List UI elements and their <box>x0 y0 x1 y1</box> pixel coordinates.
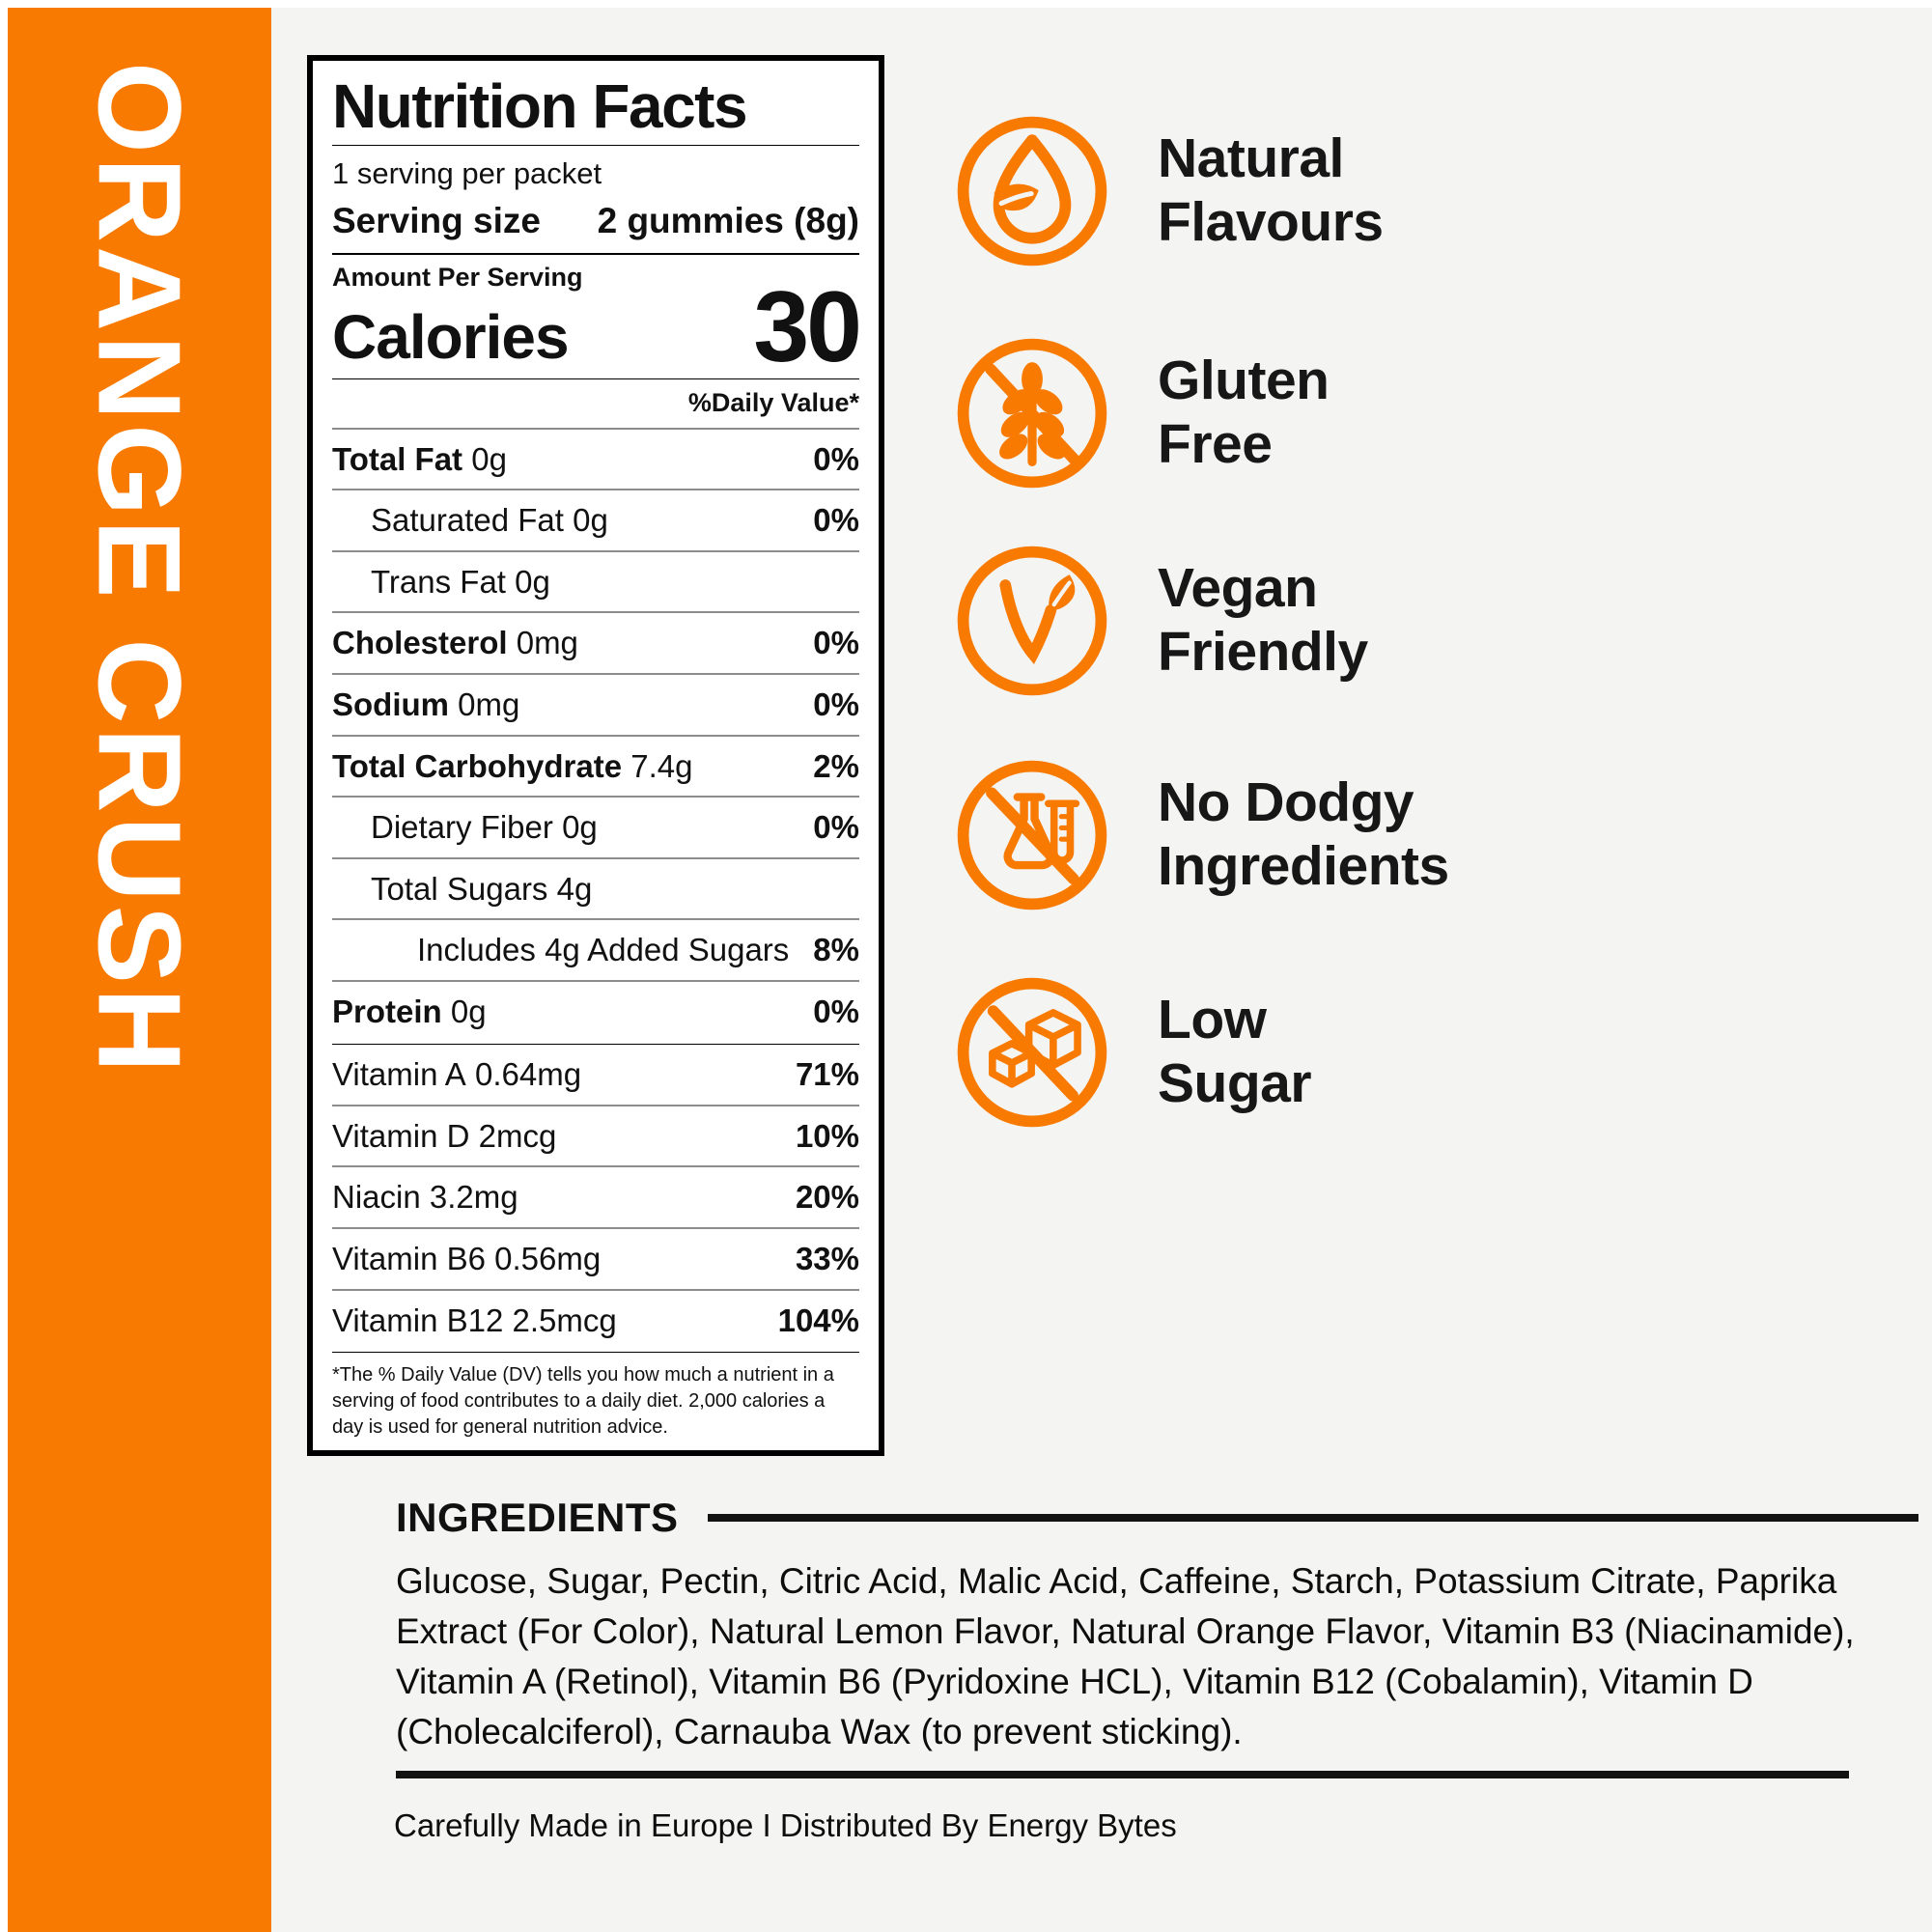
calories-value: 30 <box>753 270 862 383</box>
nutrition-facts-panel: Nutrition Facts 1 serving per packet Ser… <box>307 55 884 1456</box>
vitamin-row-b12: Vitamin B12 2.5mcg 104% <box>332 1288 859 1351</box>
nutrient-row-cholesterol: Cholesterol 0mg 0% <box>332 611 859 673</box>
serving-size-label: Serving size <box>332 200 541 240</box>
serving-size-value: 2 gummies (8g) <box>597 200 859 240</box>
serving-size-row: Serving size 2 gummies (8g) <box>332 201 859 241</box>
ingredients-heading: INGREDIENTS <box>396 1495 679 1540</box>
daily-value-pct: 0% <box>813 809 859 846</box>
ingredients-list: Glucose, Sugar, Pectin, Citric Acid, Mal… <box>396 1561 1855 1752</box>
daily-value-pct: 0% <box>813 502 859 539</box>
daily-value-pct: 71% <box>795 1056 859 1093</box>
ingredients-heading-rule <box>707 1514 1918 1522</box>
footer-divider <box>396 1771 1849 1778</box>
daily-value-pct: 20% <box>795 1179 859 1216</box>
daily-value-pct: 10% <box>795 1117 859 1154</box>
nutrient-row-total-fat: Total Fat 0g 0% <box>332 427 859 490</box>
daily-value-pct: 0% <box>813 440 859 477</box>
nutrition-facts-title: Nutrition Facts <box>332 71 748 141</box>
nutrient-row-trans-fat: Trans Fat 0g <box>332 549 859 612</box>
nutrient-row-dietary-fiber: Dietary Fiber 0g 0% <box>332 796 859 857</box>
thick-divider <box>332 252 859 255</box>
amount-per-serving-label: Amount Per Serving <box>332 262 583 292</box>
daily-value-pct: 33% <box>795 1240 859 1276</box>
daily-value-pct: 8% <box>813 932 859 968</box>
flavour-title: ORANGE CRUSH <box>73 62 206 1078</box>
daily-value-pct: 104% <box>777 1302 859 1338</box>
manufacturer-line: Carefully Made in Europe I Distributed B… <box>394 1807 1177 1843</box>
title-divider <box>332 145 859 146</box>
ingredients-section: INGREDIENTS Glucose, Sugar, Pectin, Citr… <box>396 1495 1918 1758</box>
feature-label: No Dodgy Ingredients <box>1158 771 1449 897</box>
feature-no-dodgy-ingredients: No Dodgy Ingredients <box>951 753 1449 917</box>
thick-divider <box>332 1043 859 1046</box>
vitamin-row-a: Vitamin A 0.64mg 71% <box>332 1056 859 1093</box>
medium-divider <box>332 378 859 379</box>
feature-vegan-friendly: Vegan Friendly <box>951 539 1368 703</box>
no-wheat-icon <box>957 338 1107 489</box>
end-divider <box>332 1352 859 1353</box>
feature-label: Low Sugar <box>1158 989 1312 1114</box>
feature-natural-flavours: Natural Flavours <box>951 109 1384 273</box>
daily-value-pct: 0% <box>813 994 859 1030</box>
vitamin-row-niacin: Niacin 3.2mg 20% <box>332 1165 859 1227</box>
nutrient-row-saturated-fat: Saturated Fat 0g 0% <box>332 489 859 550</box>
daily-value-pct: 2% <box>813 747 859 784</box>
daily-value-pct: 0% <box>813 625 859 661</box>
vitamin-row-d: Vitamin D 2mcg 10% <box>332 1104 859 1166</box>
servings-per-packet: 1 serving per packet <box>332 155 602 190</box>
calories-row: Calories 30 <box>332 270 862 383</box>
feature-label: Natural Flavours <box>1158 127 1384 253</box>
no-chemicals-icon <box>957 760 1107 910</box>
feature-label: Gluten Free <box>1158 350 1330 475</box>
daily-value-pct: 0% <box>813 686 859 723</box>
feature-low-sugar: Low Sugar <box>951 970 1312 1134</box>
nutrient-row-sodium: Sodium 0mg 0% <box>332 673 859 735</box>
calories-label: Calories <box>332 301 570 372</box>
nutrient-row-total-sugars: Total Sugars 4g <box>332 856 859 919</box>
leaf-droplet-icon <box>957 116 1107 266</box>
vegan-leaf-icon <box>957 546 1107 696</box>
nutrient-row-protein: Protein 0g 0% <box>332 980 859 1042</box>
vitamin-row-b6: Vitamin B6 0.56mg 33% <box>332 1226 859 1289</box>
daily-value-footnote: *The % Daily Value (DV) tells you how mu… <box>332 1363 834 1438</box>
feature-gluten-free: Gluten Free <box>951 331 1330 495</box>
no-sugar-cubes-icon <box>957 977 1107 1128</box>
flavour-sidebar: ORANGE CRUSH <box>8 8 271 1932</box>
nutrient-row-added-sugars: Includes 4g Added Sugars 8% <box>332 918 859 980</box>
page-border-top <box>0 0 1932 8</box>
feature-label: Vegan Friendly <box>1158 557 1368 683</box>
nutrient-row-total-carbohydrate: Total Carbohydrate 7.4g 2% <box>332 734 859 797</box>
page-border-left <box>0 0 8 1932</box>
daily-value-header: %Daily Value* <box>687 387 859 417</box>
